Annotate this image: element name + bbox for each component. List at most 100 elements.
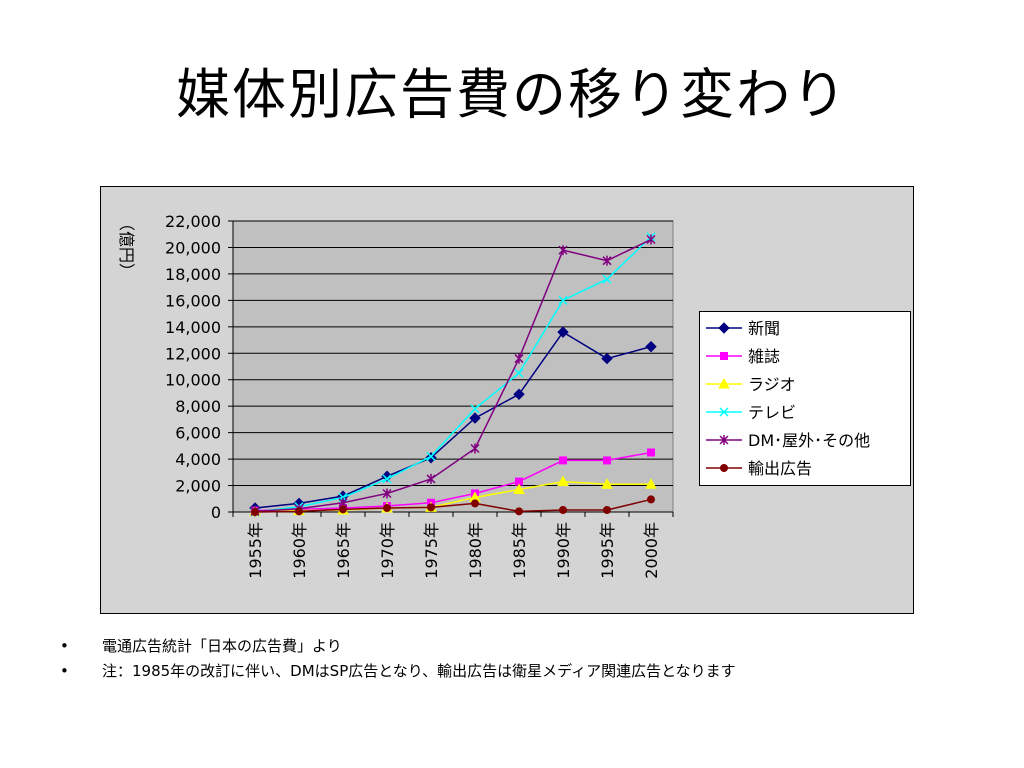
- legend-entry: ラジオ: [706, 375, 796, 394]
- x-tick-label: 1985年: [510, 522, 529, 579]
- series-line: [254, 498, 652, 513]
- y-tick-label: 20,000: [165, 238, 221, 257]
- y-tick-label: 6,000: [175, 424, 221, 443]
- series-0: [249, 326, 657, 514]
- legend-entry: DM･屋外･その他: [706, 431, 870, 450]
- chart-area: 22,000 20,000 18,000 16,000 14,000 12,000 10,0…: [100, 186, 914, 614]
- legend-marker: [719, 435, 729, 445]
- legend: 新聞雑誌ラジオテレビ DM･屋外･その他 輸出広告: [699, 311, 911, 486]
- data-point: [339, 505, 347, 514]
- series-line: [254, 451, 652, 512]
- footnote-text: 電通広告統計「日本の広告費」より: [102, 637, 342, 655]
- legend-entry: 新聞: [706, 319, 780, 338]
- y-tick-label: 8,000: [175, 397, 221, 416]
- data-point: [471, 499, 479, 508]
- data-point: [558, 295, 568, 305]
- data-point: [601, 478, 613, 489]
- legend-label: テレビ: [748, 403, 796, 422]
- data-point: [559, 456, 567, 465]
- data-point: [514, 353, 524, 364]
- data-point: [557, 475, 569, 487]
- series-3: [250, 232, 656, 517]
- data-point: [295, 507, 303, 516]
- data-point: [515, 477, 523, 486]
- data-point: [426, 451, 436, 461]
- x-tick-label: 1995年: [598, 522, 617, 579]
- x-tick-label: 1980年: [466, 522, 485, 579]
- y-tick-label: 2,000: [175, 477, 221, 496]
- data-point: [426, 473, 436, 484]
- y-tick-label: 0: [211, 503, 221, 522]
- x-tick-label: 1990年: [554, 522, 573, 579]
- data-point: [603, 456, 611, 465]
- x-tick-label: 1960年: [290, 522, 309, 579]
- bullet-icon: •: [60, 637, 69, 655]
- legend-marker: [720, 464, 728, 472]
- series-lines: [249, 232, 657, 517]
- data-point: [602, 274, 612, 284]
- footnote-revision: • 注：1985年の改訂に伴い、DMはSP広告となり、輸出広告は衛星メディア関連…: [60, 659, 1000, 684]
- y-tick-labels: 22,000 20,000 18,000 16,000 14,000 12,000 10,0…: [165, 212, 221, 522]
- legend-marker: [720, 352, 728, 360]
- y-tick-label: 16,000: [165, 291, 221, 310]
- series-line: [254, 238, 652, 513]
- series-line: [254, 331, 652, 509]
- data-point: [515, 507, 523, 516]
- y-tick-label: 12,000: [165, 344, 221, 363]
- x-tick-label: 1955年: [246, 522, 265, 579]
- x-tick-label: 1975年: [422, 522, 441, 579]
- slide-title: 媒体別広告費の移り変わり: [176, 63, 848, 126]
- data-point: [603, 506, 611, 515]
- y-tick-label: 4,000: [175, 450, 221, 469]
- legend-marker: [718, 322, 730, 334]
- data-point: [383, 504, 391, 513]
- data-point: [513, 483, 525, 495]
- x-tick-label: 2000年: [642, 522, 661, 579]
- series-5: [251, 495, 655, 516]
- line-chart: 22,000 20,000 18,000 16,000 14,000 12,000 10,0…: [117, 212, 674, 579]
- data-point: [382, 474, 392, 484]
- series-line: [254, 236, 652, 513]
- legend-entry: 雑誌: [706, 347, 780, 366]
- legend-label: 新聞: [748, 319, 780, 338]
- data-point: [251, 508, 259, 516]
- data-point: [601, 352, 613, 365]
- y-tick-label: 14,000: [165, 318, 221, 337]
- y-tick-label: 22,000: [165, 212, 221, 231]
- legend-label: 雑誌: [748, 347, 780, 366]
- data-point: [646, 234, 656, 245]
- data-point: [513, 388, 525, 400]
- legend-entry: テレビ: [706, 403, 796, 422]
- y-tick-label: 18,000: [165, 265, 221, 284]
- legend-label: DM･屋外･その他: [748, 431, 870, 450]
- data-point: [382, 488, 392, 499]
- data-point: [427, 503, 435, 512]
- data-point: [647, 448, 655, 457]
- series-4: [250, 234, 656, 517]
- data-point: [470, 443, 480, 454]
- legend-entry: 輸出広告: [706, 459, 812, 478]
- x-tick-label: 1965年: [334, 522, 353, 579]
- y-axis-label: （億円）: [117, 215, 136, 279]
- data-point: [647, 495, 655, 504]
- bullet-icon: •: [60, 662, 69, 680]
- legend-label: 輸出広告: [748, 459, 812, 478]
- x-tick-label: 1970年: [378, 522, 397, 579]
- data-point: [470, 404, 480, 414]
- footnote-source: • 電通広告統計「日本の広告費」より: [60, 634, 1000, 659]
- data-point: [559, 506, 567, 515]
- data-point: [602, 255, 612, 266]
- data-point: [514, 368, 524, 378]
- footnote-text: 注：1985年の改訂に伴い、DMはSP広告となり、輸出広告は衛星メディア関連広告…: [102, 662, 736, 680]
- data-point: [557, 326, 569, 338]
- x-tick-labels: 1955年 1960年 1965年 1970年 1975年 1980年 1985年 1990年…: [232, 512, 674, 579]
- data-point: [425, 452, 437, 464]
- footnotes: • 電通広告統計「日本の広告費」より • 注：1985年の改訂に伴い、DMはSP…: [60, 634, 1000, 684]
- legend-label: ラジオ: [748, 375, 796, 394]
- legend-marker: [719, 407, 729, 417]
- data-point: [645, 478, 657, 489]
- data-point: [558, 245, 568, 256]
- data-point: [645, 340, 657, 353]
- data-point: [469, 412, 481, 424]
